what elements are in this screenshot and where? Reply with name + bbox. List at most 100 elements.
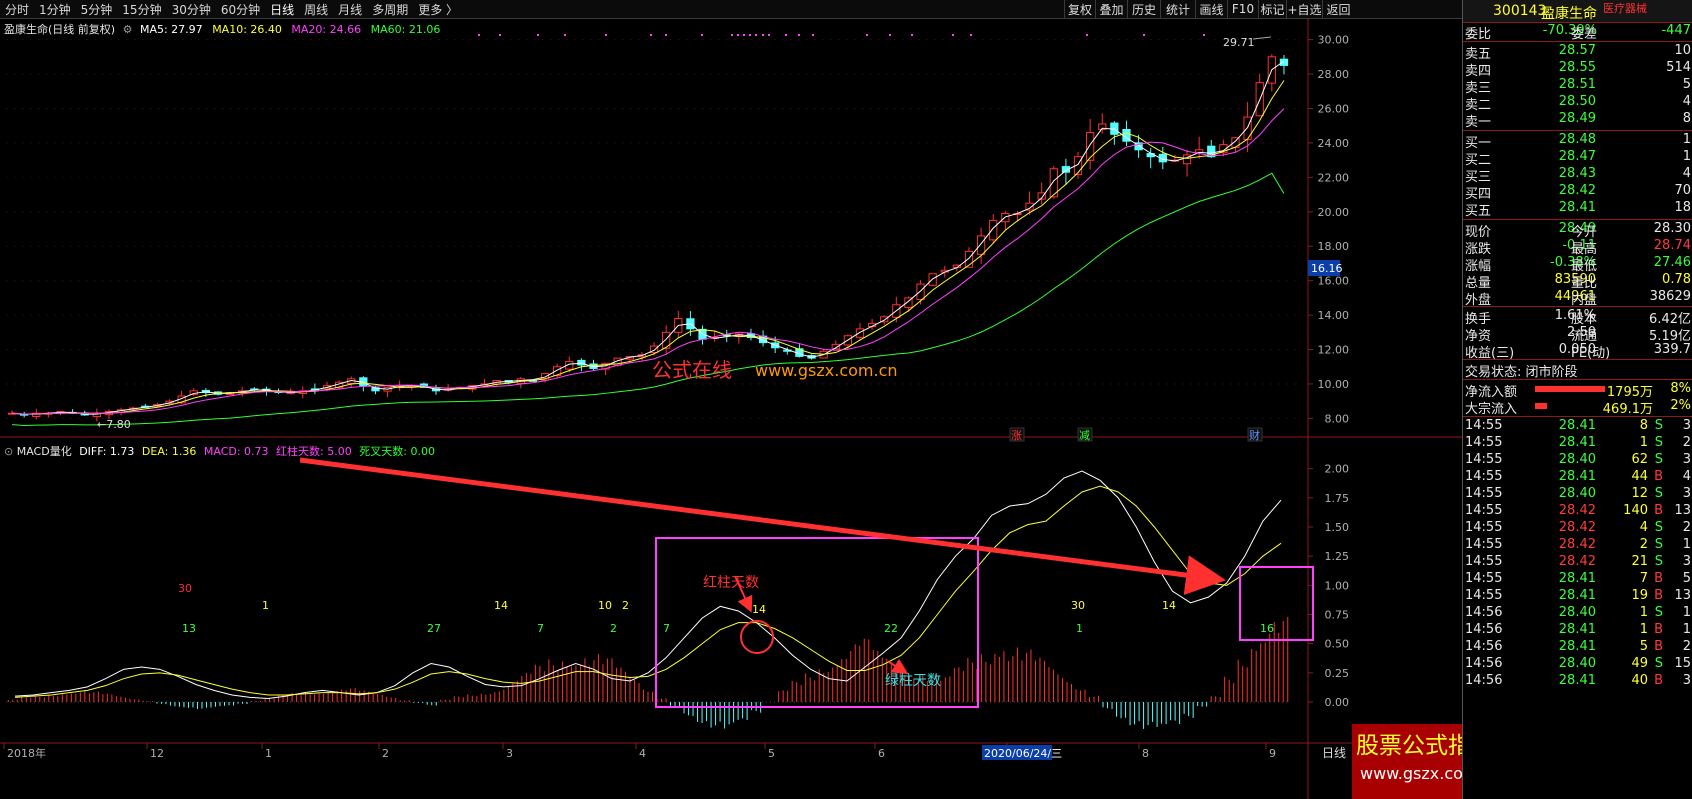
- dead-days-label: 死叉天数: 0.00: [359, 445, 435, 458]
- tick-row-cell: S: [1654, 605, 1663, 620]
- toolbar-btn-2[interactable]: 历史: [1127, 0, 1160, 18]
- signal-dot: [1203, 34, 1205, 36]
- logo-url: www.gszx.com.cn: [1360, 764, 1462, 783]
- toolbar-btn-6[interactable]: 标记: [1258, 0, 1286, 18]
- tick-row-cell: 3: [1682, 418, 1691, 433]
- tick-row-cell: 40: [1631, 673, 1648, 688]
- period-tab-6[interactable]: 日线: [270, 2, 295, 17]
- quote-row: 总量 83590 量比 0.78: [1463, 272, 1692, 291]
- xaxis-label: 2: [382, 747, 389, 760]
- tick-row-cell: B: [1654, 622, 1663, 637]
- tick-row-cell: 4: [1682, 469, 1691, 484]
- quote-row: 涨跌 -0.11 最高 28.74: [1463, 238, 1692, 257]
- quote-row-cell: 28.49: [1558, 221, 1596, 236]
- event-marker-event_zhang: 涨: [1011, 429, 1022, 442]
- ma20-line: [12, 108, 1285, 415]
- macd-tick-label: 0.50: [1325, 638, 1350, 651]
- ask-row-cell: 卖五: [1465, 47, 1492, 62]
- tick-row-cell: S: [1654, 452, 1663, 467]
- kline-chart[interactable]: 8.0010.0012.0014.0016.0018.0020.0022.002…: [0, 19, 1462, 799]
- tick-row-cell: 14:55: [1465, 537, 1503, 552]
- tick-row-cell: 14:55: [1465, 554, 1503, 569]
- ma60-line: [12, 172, 1285, 426]
- ma10-line: [12, 80, 1285, 415]
- tick-row-cell: 28.40: [1558, 656, 1596, 671]
- toolbar-btn-1[interactable]: 叠加: [1095, 0, 1127, 18]
- candle-body: [855, 328, 865, 338]
- stock-header: 300143 盈康生命 医疗器械: [1463, 0, 1692, 22]
- flow-row: 净流入额 1795万 8%: [1463, 381, 1692, 400]
- settings-icon[interactable]: ⚙: [122, 23, 133, 36]
- tick-row-cell: 49: [1631, 656, 1648, 671]
- period-tab-8[interactable]: 月线: [338, 2, 363, 17]
- ask-row-cell: 5: [1682, 77, 1691, 92]
- tick-row: 14:56 28.41 40 B 3: [1463, 673, 1692, 690]
- toolbar-btn-4[interactable]: 画线: [1195, 0, 1227, 18]
- tick-row-cell: 8: [1639, 418, 1648, 433]
- period-tab-4[interactable]: 30分钟: [171, 2, 211, 17]
- candle-body: [662, 331, 671, 349]
- tick-row: 14:56 28.41 5 B 2: [1463, 639, 1692, 656]
- tick-row-cell: 14:55: [1465, 418, 1503, 433]
- candle-body: [1219, 144, 1228, 154]
- period-tab-7[interactable]: 周线: [304, 2, 329, 17]
- tick-row-cell: B: [1654, 588, 1663, 603]
- toolbar-btn-8[interactable]: 返回: [1322, 0, 1354, 18]
- flow-row-cell: 2%: [1670, 398, 1691, 413]
- tick-row-cell: 1: [1682, 605, 1691, 620]
- tick-row-cell: 28.40: [1558, 452, 1596, 467]
- tick-row-cell: 2: [1682, 520, 1691, 535]
- tick-row-cell: B: [1654, 571, 1663, 586]
- flow-row-cell: 8%: [1670, 381, 1691, 396]
- tick-row: 14:56 28.41 1 B 1: [1463, 622, 1692, 639]
- stock-code: 300143: [1493, 3, 1547, 19]
- period-tab-1[interactable]: 1分钟: [39, 2, 71, 17]
- macd-tick-label: 0.00: [1325, 696, 1350, 709]
- candle-body: [1073, 156, 1083, 175]
- flow-row-cell: 净流入额: [1465, 385, 1518, 400]
- ask-row-cell: 28.50: [1558, 94, 1596, 109]
- toolbar-btn-7[interactable]: +自选: [1286, 0, 1322, 18]
- status-row-cell: 交易状态: 闭市阶段: [1465, 365, 1578, 380]
- period-toolbar: 分时 1分钟 5分钟 15分钟 30分钟 60分钟 日线 周线 月线 多周期 更多 〉 复权 叠加 历史统…: [0, 0, 1462, 19]
- tick-row: 14:56 28.40 1 S 1: [1463, 605, 1692, 622]
- ma10-label: MA10: 26.40: [212, 23, 282, 36]
- macd-tick-label: 2.00: [1325, 463, 1350, 476]
- candle-body: [32, 412, 41, 417]
- ask-row-cell: 28.49: [1558, 111, 1596, 126]
- quote-row-cell: 今开: [1571, 225, 1598, 240]
- tick-row-cell: 14:56: [1465, 605, 1503, 620]
- red-col-text: 红柱天数: [703, 575, 759, 591]
- collapse-icon[interactable]: ⊙: [4, 445, 14, 458]
- macd-tick-label: 1.50: [1325, 521, 1350, 534]
- tick-row: 14:55 28.42 4 S 2: [1463, 520, 1692, 537]
- column-count-label: 14: [494, 599, 508, 612]
- toolbar-btn-5[interactable]: F10: [1227, 0, 1258, 18]
- macd-tick-label: 0.25: [1325, 667, 1350, 680]
- toolbar-btn-0[interactable]: 复权: [1064, 0, 1095, 18]
- signal-dot: [785, 34, 787, 36]
- diff-label: DIFF: 1.73: [79, 445, 135, 458]
- weibi-row-cell: -70.39%: [1542, 23, 1597, 38]
- panel-separator: [1463, 379, 1692, 380]
- diff-line: [15, 470, 1282, 700]
- period-tab-3[interactable]: 15分钟: [122, 2, 162, 17]
- tick-row-cell: 28.42: [1558, 520, 1596, 535]
- candle-body: [1182, 154, 1192, 165]
- tick-row-cell: S: [1654, 554, 1663, 569]
- bid-row-cell: 70: [1674, 183, 1691, 198]
- quote-row-cell: 83590: [1554, 272, 1596, 287]
- green-col-arrow: [888, 658, 909, 675]
- column-count-label: 14: [1162, 599, 1176, 612]
- toolbar-btn-3[interactable]: 统计: [1160, 0, 1195, 18]
- period-tab-10[interactable]: 更多 〉: [418, 2, 459, 17]
- period-tab-5[interactable]: 60分钟: [220, 2, 261, 17]
- period-tab-0[interactable]: 分时: [5, 2, 30, 17]
- period-tab-9[interactable]: 多周期: [372, 2, 409, 17]
- tick-row-cell: B: [1654, 639, 1663, 654]
- bid-row-cell: 28.41: [1558, 200, 1596, 215]
- period-tab-2[interactable]: 5分钟: [80, 2, 113, 17]
- signal-dot: [749, 34, 751, 36]
- tick-row-cell: 14:55: [1465, 486, 1503, 501]
- candle-body: [1279, 58, 1289, 66]
